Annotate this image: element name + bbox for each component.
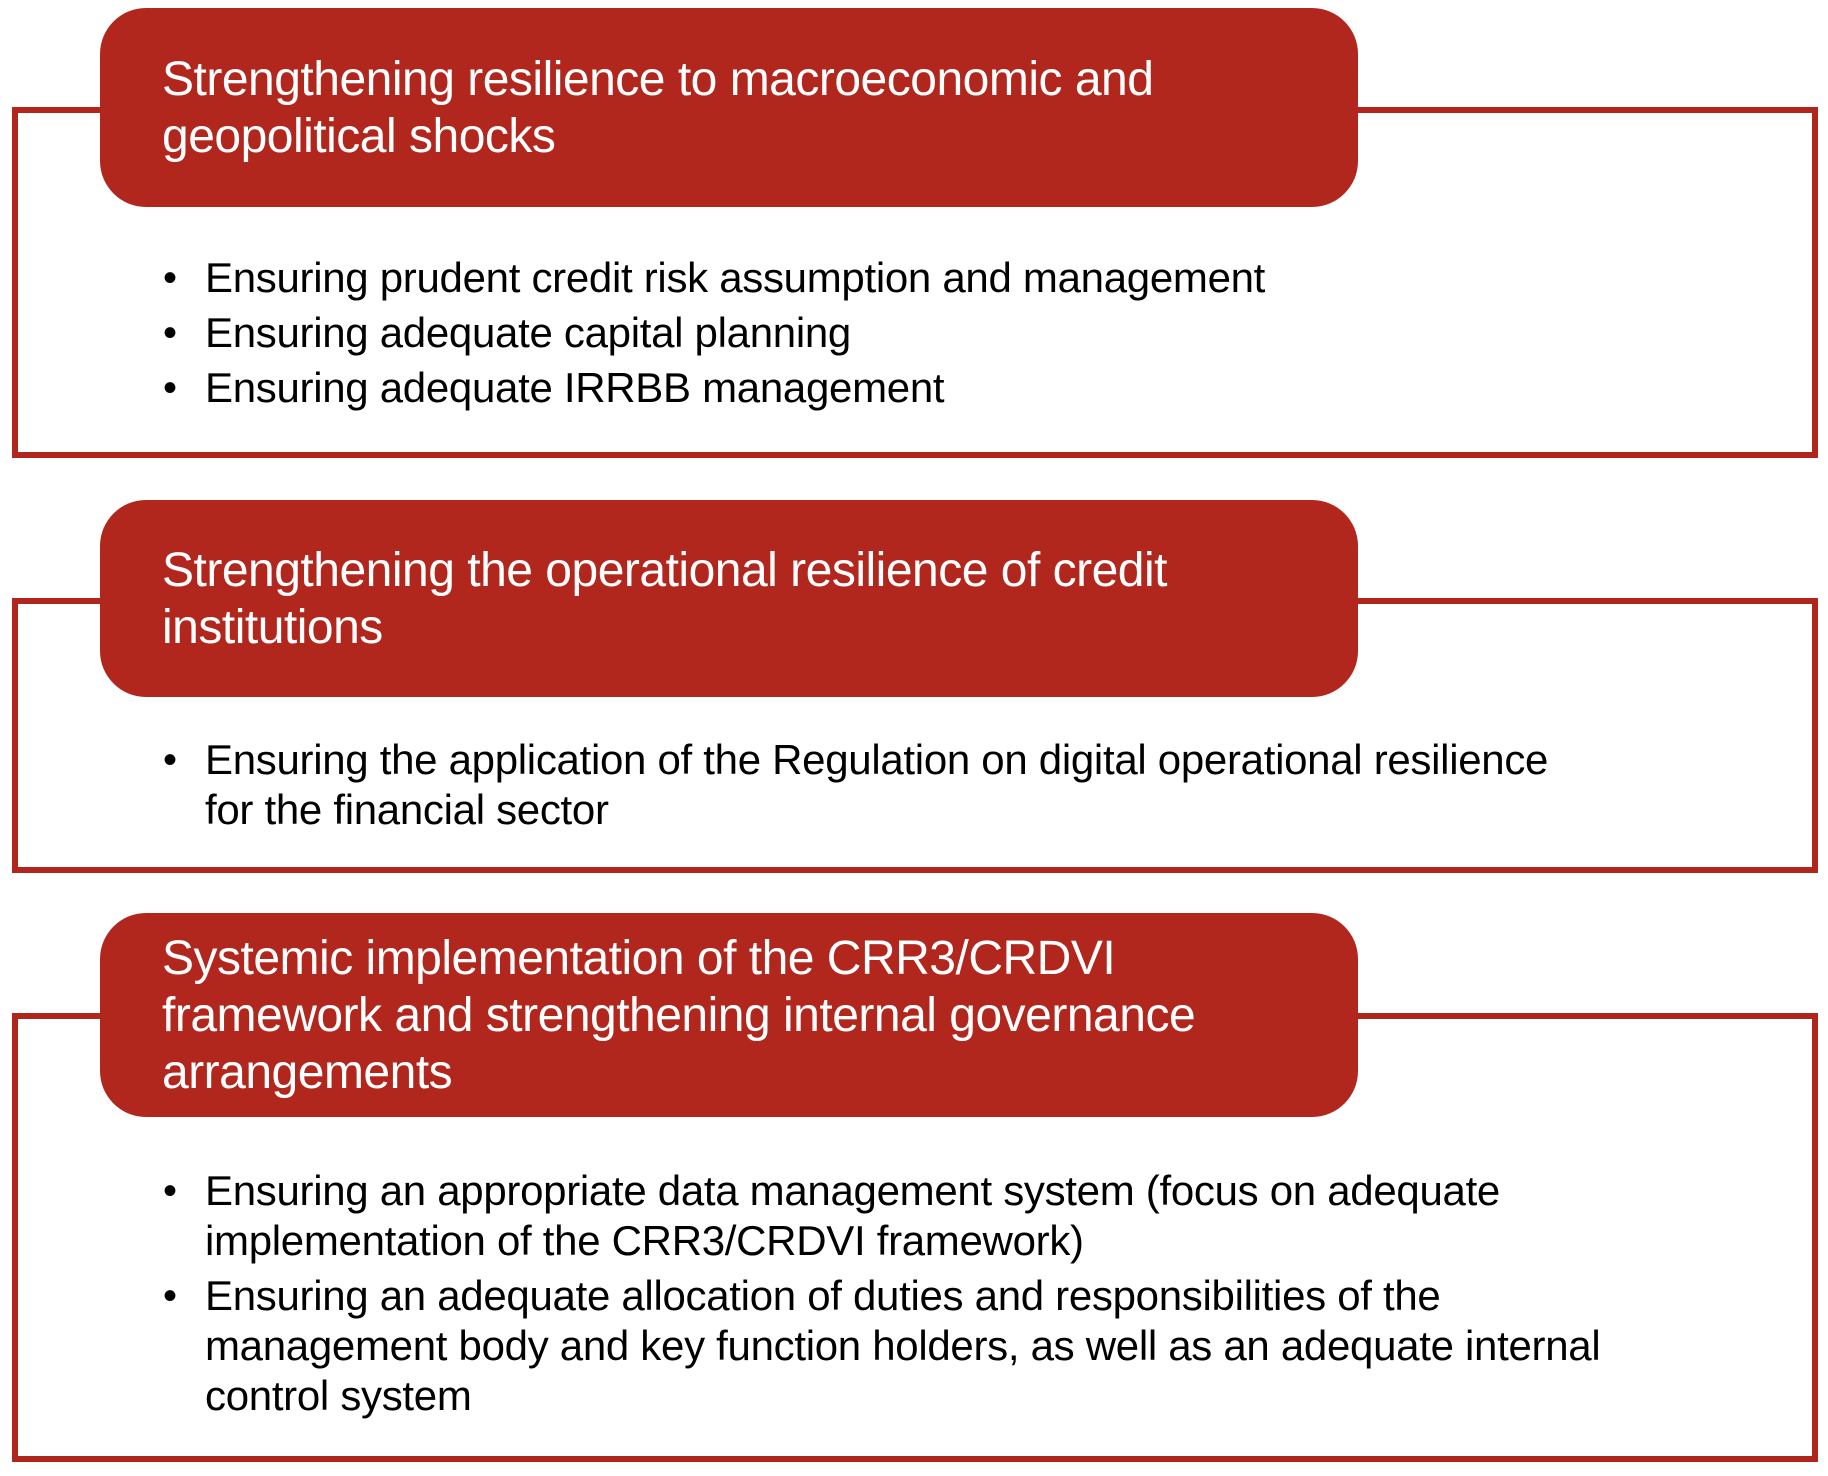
bullet-item: • Ensuring adequate capital planning <box>163 308 1772 358</box>
bullet-dot-icon: • <box>163 1169 177 1213</box>
bullet-text: Ensuring an appropriate data management … <box>205 1167 1500 1264</box>
section-3-title: Systemic implementation of the CRR3/CRDV… <box>162 931 1196 1099</box>
section-1-title: Strengthening resilience to macroeconomi… <box>162 52 1154 163</box>
bullet-text: Ensuring adequate capital planning <box>205 308 851 356</box>
bullet-item: • Ensuring an appropriate data managemen… <box>163 1166 1772 1266</box>
bullet-item: • Ensuring adequate IRRBB management <box>163 363 1772 413</box>
section-3-header-shape: Systemic implementation of the CRR3/CRDV… <box>100 913 1358 1117</box>
bullet-text: Ensuring prudent credit risk assumption … <box>205 253 1266 301</box>
bullet-text: Ensuring the application of the Regulati… <box>205 736 1549 833</box>
bullet-dot-icon: • <box>163 738 177 782</box>
bullet-dot-icon: • <box>163 1274 177 1318</box>
bullet-dot-icon: • <box>163 365 177 410</box>
bullet-text: Ensuring an adequate allocation of dutie… <box>205 1272 1601 1419</box>
bullet-text: Ensuring adequate IRRBB management <box>205 363 945 411</box>
section-1-header-shape: Strengthening resilience to macroeconomi… <box>100 8 1358 207</box>
section-2-header-shape: Strengthening the operational resilience… <box>100 500 1358 697</box>
section-2-bullet-list: • Ensuring the application of the Regula… <box>163 730 1812 840</box>
bullet-item: • Ensuring the application of the Regula… <box>163 735 1772 835</box>
section-2-title: Strengthening the operational resilience… <box>162 543 1167 654</box>
section-3-bullet-list: • Ensuring an appropriate data managemen… <box>163 1161 1812 1426</box>
section-1-bullet-list: • Ensuring prudent credit risk assumptio… <box>163 248 1812 418</box>
bullet-dot-icon: • <box>163 310 177 355</box>
bullet-item: • Ensuring an adequate allocation of dut… <box>163 1271 1772 1421</box>
bullet-dot-icon: • <box>163 255 177 300</box>
bullet-item: • Ensuring prudent credit risk assumptio… <box>163 253 1772 303</box>
